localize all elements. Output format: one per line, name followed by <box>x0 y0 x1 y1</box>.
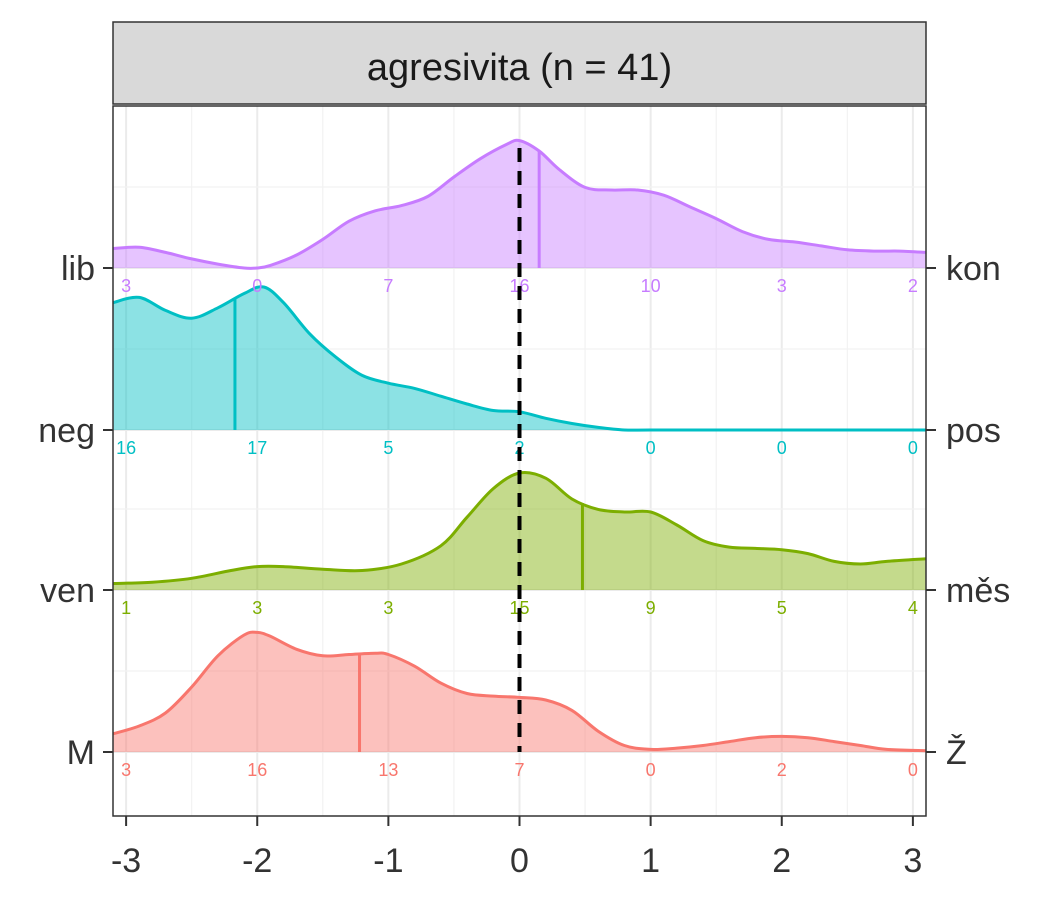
count-label: 0 <box>646 438 656 458</box>
count-label: 13 <box>378 760 398 780</box>
count-label: 2 <box>908 276 918 296</box>
x-tick-label: 1 <box>641 842 660 880</box>
ridge-area <box>113 472 926 590</box>
ridge-ven: 13315954 <box>112 470 927 618</box>
x-tick-label: -2 <box>242 842 272 880</box>
ridge-line <box>112 630 927 753</box>
right-category-label: měs <box>946 572 1010 610</box>
count-label: 3 <box>777 276 787 296</box>
x-tick-label: 0 <box>510 842 529 880</box>
ridge-line <box>112 470 927 585</box>
left-category-label: lib <box>61 250 95 288</box>
right-category-label: Ž <box>946 734 967 772</box>
x-tick-label: -3 <box>111 842 141 880</box>
count-label: 5 <box>383 438 393 458</box>
count-label: 0 <box>646 760 656 780</box>
left-category-label: ven <box>40 572 95 610</box>
count-label: 2 <box>777 760 787 780</box>
count-label: 0 <box>908 760 918 780</box>
count-label: 3 <box>121 276 131 296</box>
count-label: 0 <box>777 438 787 458</box>
ridge-area <box>113 632 926 752</box>
count-label: 7 <box>514 760 524 780</box>
count-label: 0 <box>252 276 262 296</box>
left-category-label: M <box>67 734 95 772</box>
count-label: 5 <box>777 598 787 618</box>
count-label: 17 <box>247 438 267 458</box>
count-label: 1 <box>121 598 131 618</box>
ridge-line <box>112 285 926 432</box>
right-category-label: kon <box>946 250 1001 288</box>
left-category-label: neg <box>38 412 95 450</box>
count-label: 4 <box>908 598 918 618</box>
ridge-M: 3 16 13 7 0 2 0 <box>112 630 927 780</box>
count-label: 7 <box>383 276 393 296</box>
count-label: 0 <box>908 438 918 458</box>
facet-title: agresivita (n = 41) <box>367 47 672 89</box>
right-category-label: pos <box>946 412 1001 450</box>
count-label: 16 <box>247 760 267 780</box>
count-label: 3 <box>252 598 262 618</box>
x-tick-label: 3 <box>903 842 922 880</box>
ridge-line <box>112 138 927 270</box>
count-label: 3 <box>121 760 131 780</box>
x-tick-label: 2 <box>772 842 791 880</box>
x-tick-label: -1 <box>373 842 403 880</box>
count-label: 16 <box>116 438 136 458</box>
count-label: 9 <box>646 598 656 618</box>
ridge-area <box>113 286 926 431</box>
count-label: 3 <box>383 598 393 618</box>
count-label: 10 <box>641 276 661 296</box>
ridge-neg: 161752000 <box>112 285 926 458</box>
facet-strip <box>112 21 927 105</box>
